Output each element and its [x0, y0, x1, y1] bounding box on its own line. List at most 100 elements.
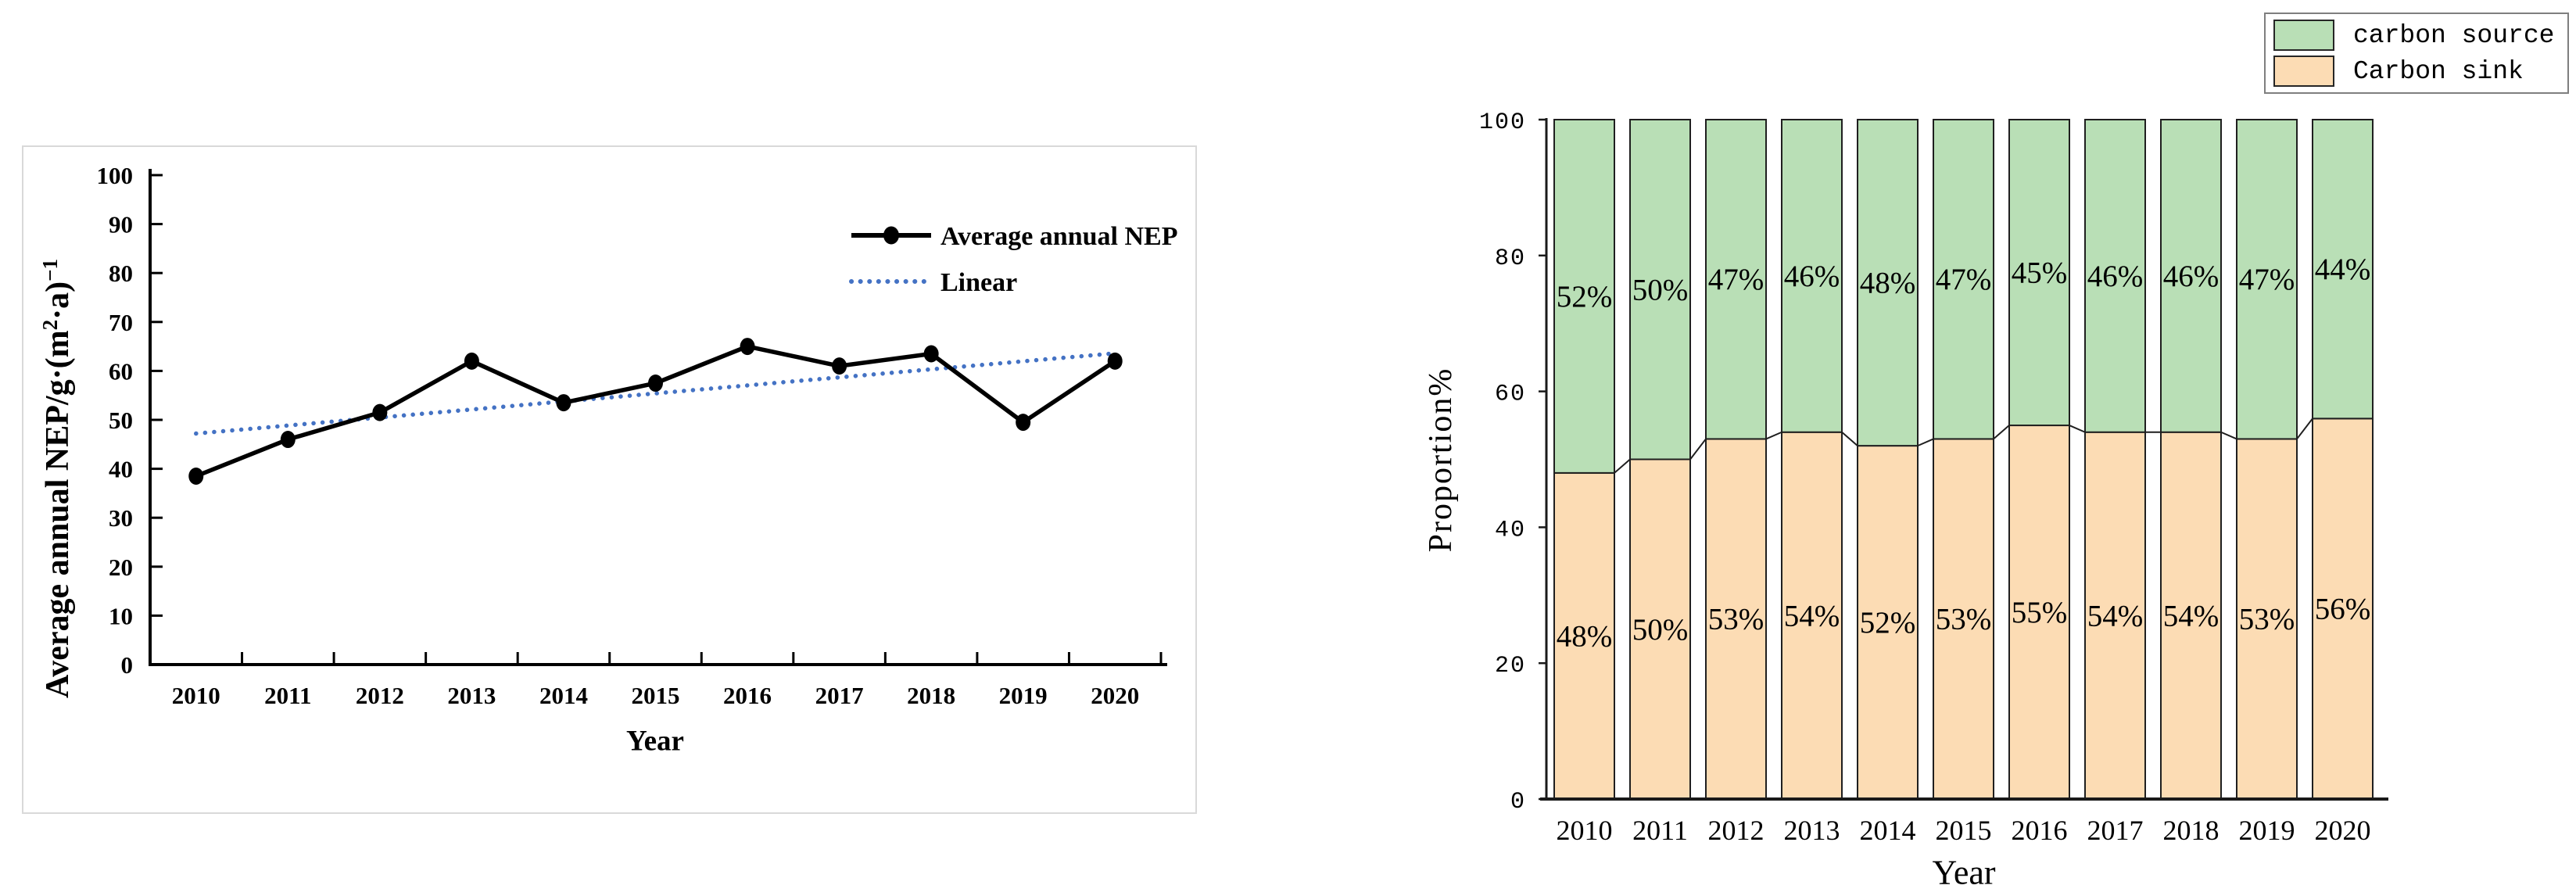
proportion-x-tick-label: 2011 [1632, 815, 1688, 846]
series-connector-line [1689, 438, 1707, 461]
nep-y-tick-label: 100 [97, 162, 134, 189]
nep-x-tick-label: 2010 [172, 682, 220, 709]
carbon-source-bar-label: 48% [1860, 267, 1916, 300]
nep-x-tick-label: 2014 [539, 682, 588, 709]
proportion-x-axis-title: Year [1932, 853, 1996, 892]
bar-segment-carbon-sink [2312, 418, 2374, 800]
series-connector-line [1765, 431, 1782, 440]
nep-data-point [464, 352, 479, 370]
proportion-x-tick-label: 2018 [2163, 815, 2220, 846]
bar-segment-carbon-sink [2008, 425, 2070, 800]
carbon-source-bar-label: 50% [1632, 273, 1689, 306]
nep-series-line [195, 344, 1116, 478]
proportion-y-tick-label: 0 [1510, 789, 1526, 815]
nep-data-point [556, 394, 571, 412]
bar-segment-carbon-source [1781, 119, 1843, 433]
carbon-source-bar-label: 47% [1936, 263, 1992, 296]
nep-y-tick-label: 40 [109, 456, 133, 483]
nep-data-point [740, 338, 755, 356]
nep-y-axis-title-sup-minus1: −1 [38, 259, 62, 281]
nep-y-tick-label: 10 [109, 602, 133, 629]
linear-trend-line [194, 351, 1117, 436]
carbon-source-bar-label: 44% [2315, 253, 2371, 286]
bar-segment-carbon-sink [1705, 438, 1767, 800]
nep-data-point [1107, 352, 1123, 370]
proportion-y-tick-label: 100 [1479, 109, 1526, 136]
nep-data-point [372, 403, 388, 421]
nep-x-tick-label: 2013 [447, 682, 496, 709]
carbon-source-swatch [2273, 20, 2334, 51]
proportion-y-tick-label: 80 [1495, 246, 1526, 272]
carbon-sink-bar-label: 50% [1632, 613, 1689, 647]
nep-y-tick-label: 50 [109, 407, 133, 434]
bar-segment-carbon-source [1705, 119, 1767, 440]
carbon-source-bar-label: 45% [2012, 256, 2068, 290]
nep-y-tick-label: 80 [109, 260, 133, 287]
nep-y-axis-title-text: Average annual NEP/g·(m [40, 330, 76, 698]
carbon-source-bar-label: 47% [1708, 263, 1765, 296]
carbon-source-bar-label: 46% [1784, 260, 1840, 293]
bar-segment-carbon-source [2008, 119, 2070, 427]
nep-x-tick-label: 2011 [264, 682, 311, 709]
bar-segment-carbon-sink [1933, 438, 1994, 800]
nep-y-axis-title-sup2: 2 [38, 319, 62, 331]
proportion-x-tick-label: 2013 [1784, 815, 1840, 846]
linear-legend-label: Linear [940, 268, 1017, 297]
carbon-source-bar-label: 46% [2163, 260, 2220, 293]
carbon-sink-bar-label: 53% [1708, 603, 1765, 636]
bar-segment-carbon-source [2160, 119, 2222, 433]
nep-legend-marker [883, 226, 899, 245]
nep-x-tick-label: 2017 [815, 682, 864, 709]
series-connector-line [1993, 425, 2010, 440]
nep-y-tick-label: 20 [109, 554, 133, 581]
nep-x-tick-label: 2016 [723, 682, 772, 709]
proportion-x-tick-label: 2020 [2315, 815, 2371, 846]
nep-y-tick-label: 70 [109, 309, 133, 336]
carbon-sink-swatch [2273, 56, 2334, 87]
nep-data-point [648, 375, 663, 392]
nep-x-tick-label: 2020 [1091, 682, 1139, 709]
carbon-sink-bar-label: 55% [2012, 596, 2068, 629]
proportion-legend-box: carbon source Carbon sink [2264, 13, 2569, 94]
nep-data-point [1016, 414, 1031, 432]
bar-segment-carbon-sink [1857, 445, 1919, 800]
bar-segment-carbon-source [1629, 119, 1691, 461]
proportion-y-tick-label: 40 [1495, 517, 1526, 543]
nep-data-point [923, 345, 939, 363]
nep-y-tick-label: 30 [109, 504, 133, 532]
bar-segment-carbon-source [1553, 119, 1615, 474]
nep-x-tick-label: 2018 [907, 682, 955, 709]
nep-y-tick-label: 90 [109, 211, 133, 238]
nep-x-tick-label: 2015 [632, 682, 680, 709]
proportion-y-axis-title: Proportion% [1423, 367, 1459, 553]
bar-segment-carbon-source [1857, 119, 1919, 447]
proportion-x-tick-label: 2012 [1708, 815, 1765, 846]
carbon-sink-bar-label: 52% [1860, 606, 1916, 640]
series-connector-line [2069, 425, 2086, 433]
series-connector-line [1917, 438, 1934, 447]
carbon-sink-bar-label: 54% [2163, 599, 2220, 633]
carbon-sink-bar-label: 48% [1557, 619, 1613, 653]
proportion-x-tick-label: 2014 [1860, 815, 1916, 846]
nep-y-axis-title-mid: ·a) [40, 281, 76, 320]
bar-segment-carbon-sink [2160, 431, 2222, 800]
carbon-source-bar-label: 46% [2087, 260, 2144, 293]
carbon-sink-label: Carbon sink [2353, 56, 2524, 86]
nep-chart-panel: 0 10 20 30 40 50 60 70 80 90 100 2010 2011 2012 2013 20… [22, 145, 1197, 814]
bar-segment-carbon-source [1933, 119, 1994, 440]
bar-segment-carbon-source [2312, 119, 2374, 420]
carbon-sink-bar-label: 54% [1784, 599, 1840, 633]
proportion-x-tick-label: 2019 [2239, 815, 2295, 846]
nep-y-axis-title: Average annual NEP/g·(m2·a)−1 [38, 259, 77, 698]
bar-segment-carbon-source [2084, 119, 2146, 433]
carbon-sink-bar-label: 56% [2315, 593, 2371, 626]
carbon-sink-bar-label: 53% [1936, 603, 1992, 636]
carbon-sink-bar-label: 53% [2239, 603, 2295, 636]
nep-x-axis-title: Year [626, 725, 684, 758]
proportion-x-tick-label: 2010 [1557, 815, 1613, 846]
nep-legend-label: Average annual NEP [940, 222, 1177, 251]
nep-data-point [280, 431, 296, 449]
series-connector-line [1614, 458, 1631, 474]
bar-segment-carbon-sink [2236, 438, 2298, 800]
proportion-x-tick-label: 2015 [1936, 815, 1992, 846]
